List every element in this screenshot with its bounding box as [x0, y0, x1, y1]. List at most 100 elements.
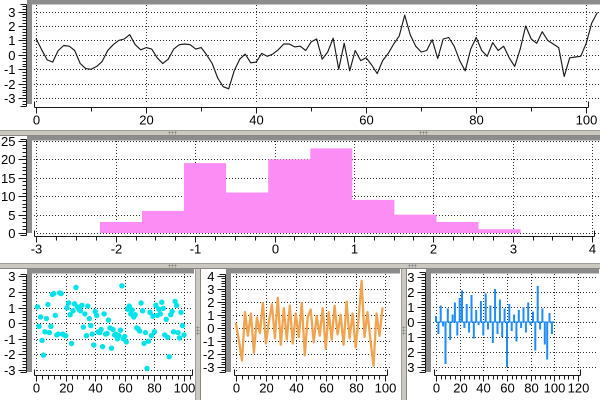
- sash-grip[interactable]: [408, 264, 417, 268]
- panel-middle-histogram-chart: 25 20 15 10 5 0 -3 -2 -1 0 1 2 3 4: [1, 134, 600, 257]
- y-tick-label: -3: [203, 360, 215, 375]
- splitter-vertical-right[interactable]: [401, 269, 407, 400]
- plot-bevel-top: [27, 136, 600, 141]
- x-tick-label: 0: [272, 242, 279, 257]
- y-tick-label: -2: [203, 347, 215, 362]
- plot-bevel-top: [226, 269, 400, 274]
- x-tick-label: 4: [589, 242, 596, 257]
- series-line: [234, 279, 384, 367]
- y-tick-label: 0: [8, 316, 15, 331]
- y-tick-label: 1: [8, 33, 15, 48]
- x-tick-label: 60: [359, 113, 373, 128]
- y-tick-label: -2: [4, 77, 16, 92]
- axes: [18, 273, 194, 382]
- y-tick-label: 25: [1, 134, 15, 149]
- x-tick-label: 100: [544, 381, 566, 396]
- x-tick-label: 80: [469, 113, 483, 128]
- y-tick-label: -3: [403, 360, 415, 375]
- y-tick-label: 3: [8, 5, 15, 20]
- x-tick-label: -1: [190, 242, 202, 257]
- sash-grip[interactable]: [196, 326, 200, 335]
- y-tick-label: 0: [8, 226, 15, 241]
- plot-bevel-top: [27, 269, 194, 274]
- y-tick-label: 0: [8, 48, 15, 63]
- y-tick-label: 1: [207, 308, 214, 323]
- grid-lines: [34, 5, 600, 104]
- tick-labels: 25 20 15 10 5 0 -3 -2 -1 0 1 2 3 4: [1, 134, 596, 256]
- axes: [18, 3, 590, 114]
- plot-bevel-top: [27, 0, 600, 5]
- y-tick-label: 3: [407, 270, 414, 285]
- plot-bevel-left: [426, 269, 431, 372]
- x-tick-label: 2: [430, 242, 437, 257]
- y-tick-label: -3: [4, 91, 16, 106]
- x-tick-label: 60: [500, 381, 514, 396]
- splitter-vertical-left[interactable]: [195, 269, 201, 400]
- x-tick-label: 20: [259, 381, 273, 396]
- splitter-horizontal-bottom[interactable]: [0, 263, 600, 269]
- plot-bevel-left: [226, 269, 231, 372]
- y-tick-label: 3: [207, 282, 214, 297]
- y-tick-label: -2: [403, 345, 415, 360]
- x-tick-label: 20: [453, 381, 467, 396]
- sash-grip[interactable]: [168, 131, 177, 135]
- plot-bevel-left: [27, 136, 32, 233]
- plot-bevel-left: [27, 269, 32, 372]
- y-tick-label: -1: [203, 334, 215, 349]
- axes: [417, 271, 582, 382]
- series-impulses: [435, 286, 555, 367]
- y-tick-label: 2: [407, 285, 414, 300]
- y-tick-label: 20: [1, 152, 15, 167]
- y-tick-label: 10: [1, 189, 15, 204]
- x-tick-label: 40: [88, 381, 102, 396]
- axes: [217, 273, 389, 382]
- x-tick-label: 0: [233, 381, 240, 396]
- x-tick-label: 40: [289, 381, 303, 396]
- y-tick-label: 15: [1, 171, 15, 186]
- x-tick-label: 0: [33, 381, 40, 396]
- y-tick-label: -3: [4, 363, 16, 378]
- y-tick-label: 2: [8, 19, 15, 34]
- x-tick-label: 0: [433, 381, 440, 396]
- x-tick-label: 100: [576, 113, 598, 128]
- y-tick-label: 0: [407, 315, 414, 330]
- y-tick-label: 3: [8, 269, 15, 284]
- series-scatter: [34, 283, 187, 372]
- x-tick-label: 120: [568, 381, 590, 396]
- x-tick-label: 60: [118, 381, 132, 396]
- x-tick-label: 20: [139, 113, 153, 128]
- splitter-horizontal-top[interactable]: [0, 130, 600, 136]
- sash-grip[interactable]: [168, 264, 177, 268]
- y-tick-label: 5: [8, 208, 15, 223]
- sash-grip[interactable]: [402, 326, 406, 335]
- series-histogram: [99, 148, 521, 233]
- x-tick-label: -3: [31, 242, 43, 257]
- sash-grip[interactable]: [419, 131, 428, 135]
- y-tick-label: 2: [8, 285, 15, 300]
- y-tick-label: -2: [4, 347, 16, 362]
- x-tick-label: 100: [174, 381, 196, 396]
- y-tick-label: 1: [8, 301, 15, 316]
- x-tick-label: 80: [349, 381, 363, 396]
- x-tick-label: 1: [351, 242, 358, 257]
- x-tick-label: 40: [476, 381, 490, 396]
- x-tick-label: 3: [510, 242, 517, 257]
- y-tick-label: -1: [4, 62, 16, 77]
- x-tick-label: 80: [147, 381, 161, 396]
- y-tick-label: -1: [4, 332, 16, 347]
- plot-bevel-top: [426, 269, 599, 274]
- y-tick-label: 2: [207, 295, 214, 310]
- y-tick-label: 4: [207, 269, 214, 284]
- x-tick-label: 20: [59, 381, 73, 396]
- x-tick-label: 40: [249, 113, 263, 128]
- series-line: [35, 12, 598, 90]
